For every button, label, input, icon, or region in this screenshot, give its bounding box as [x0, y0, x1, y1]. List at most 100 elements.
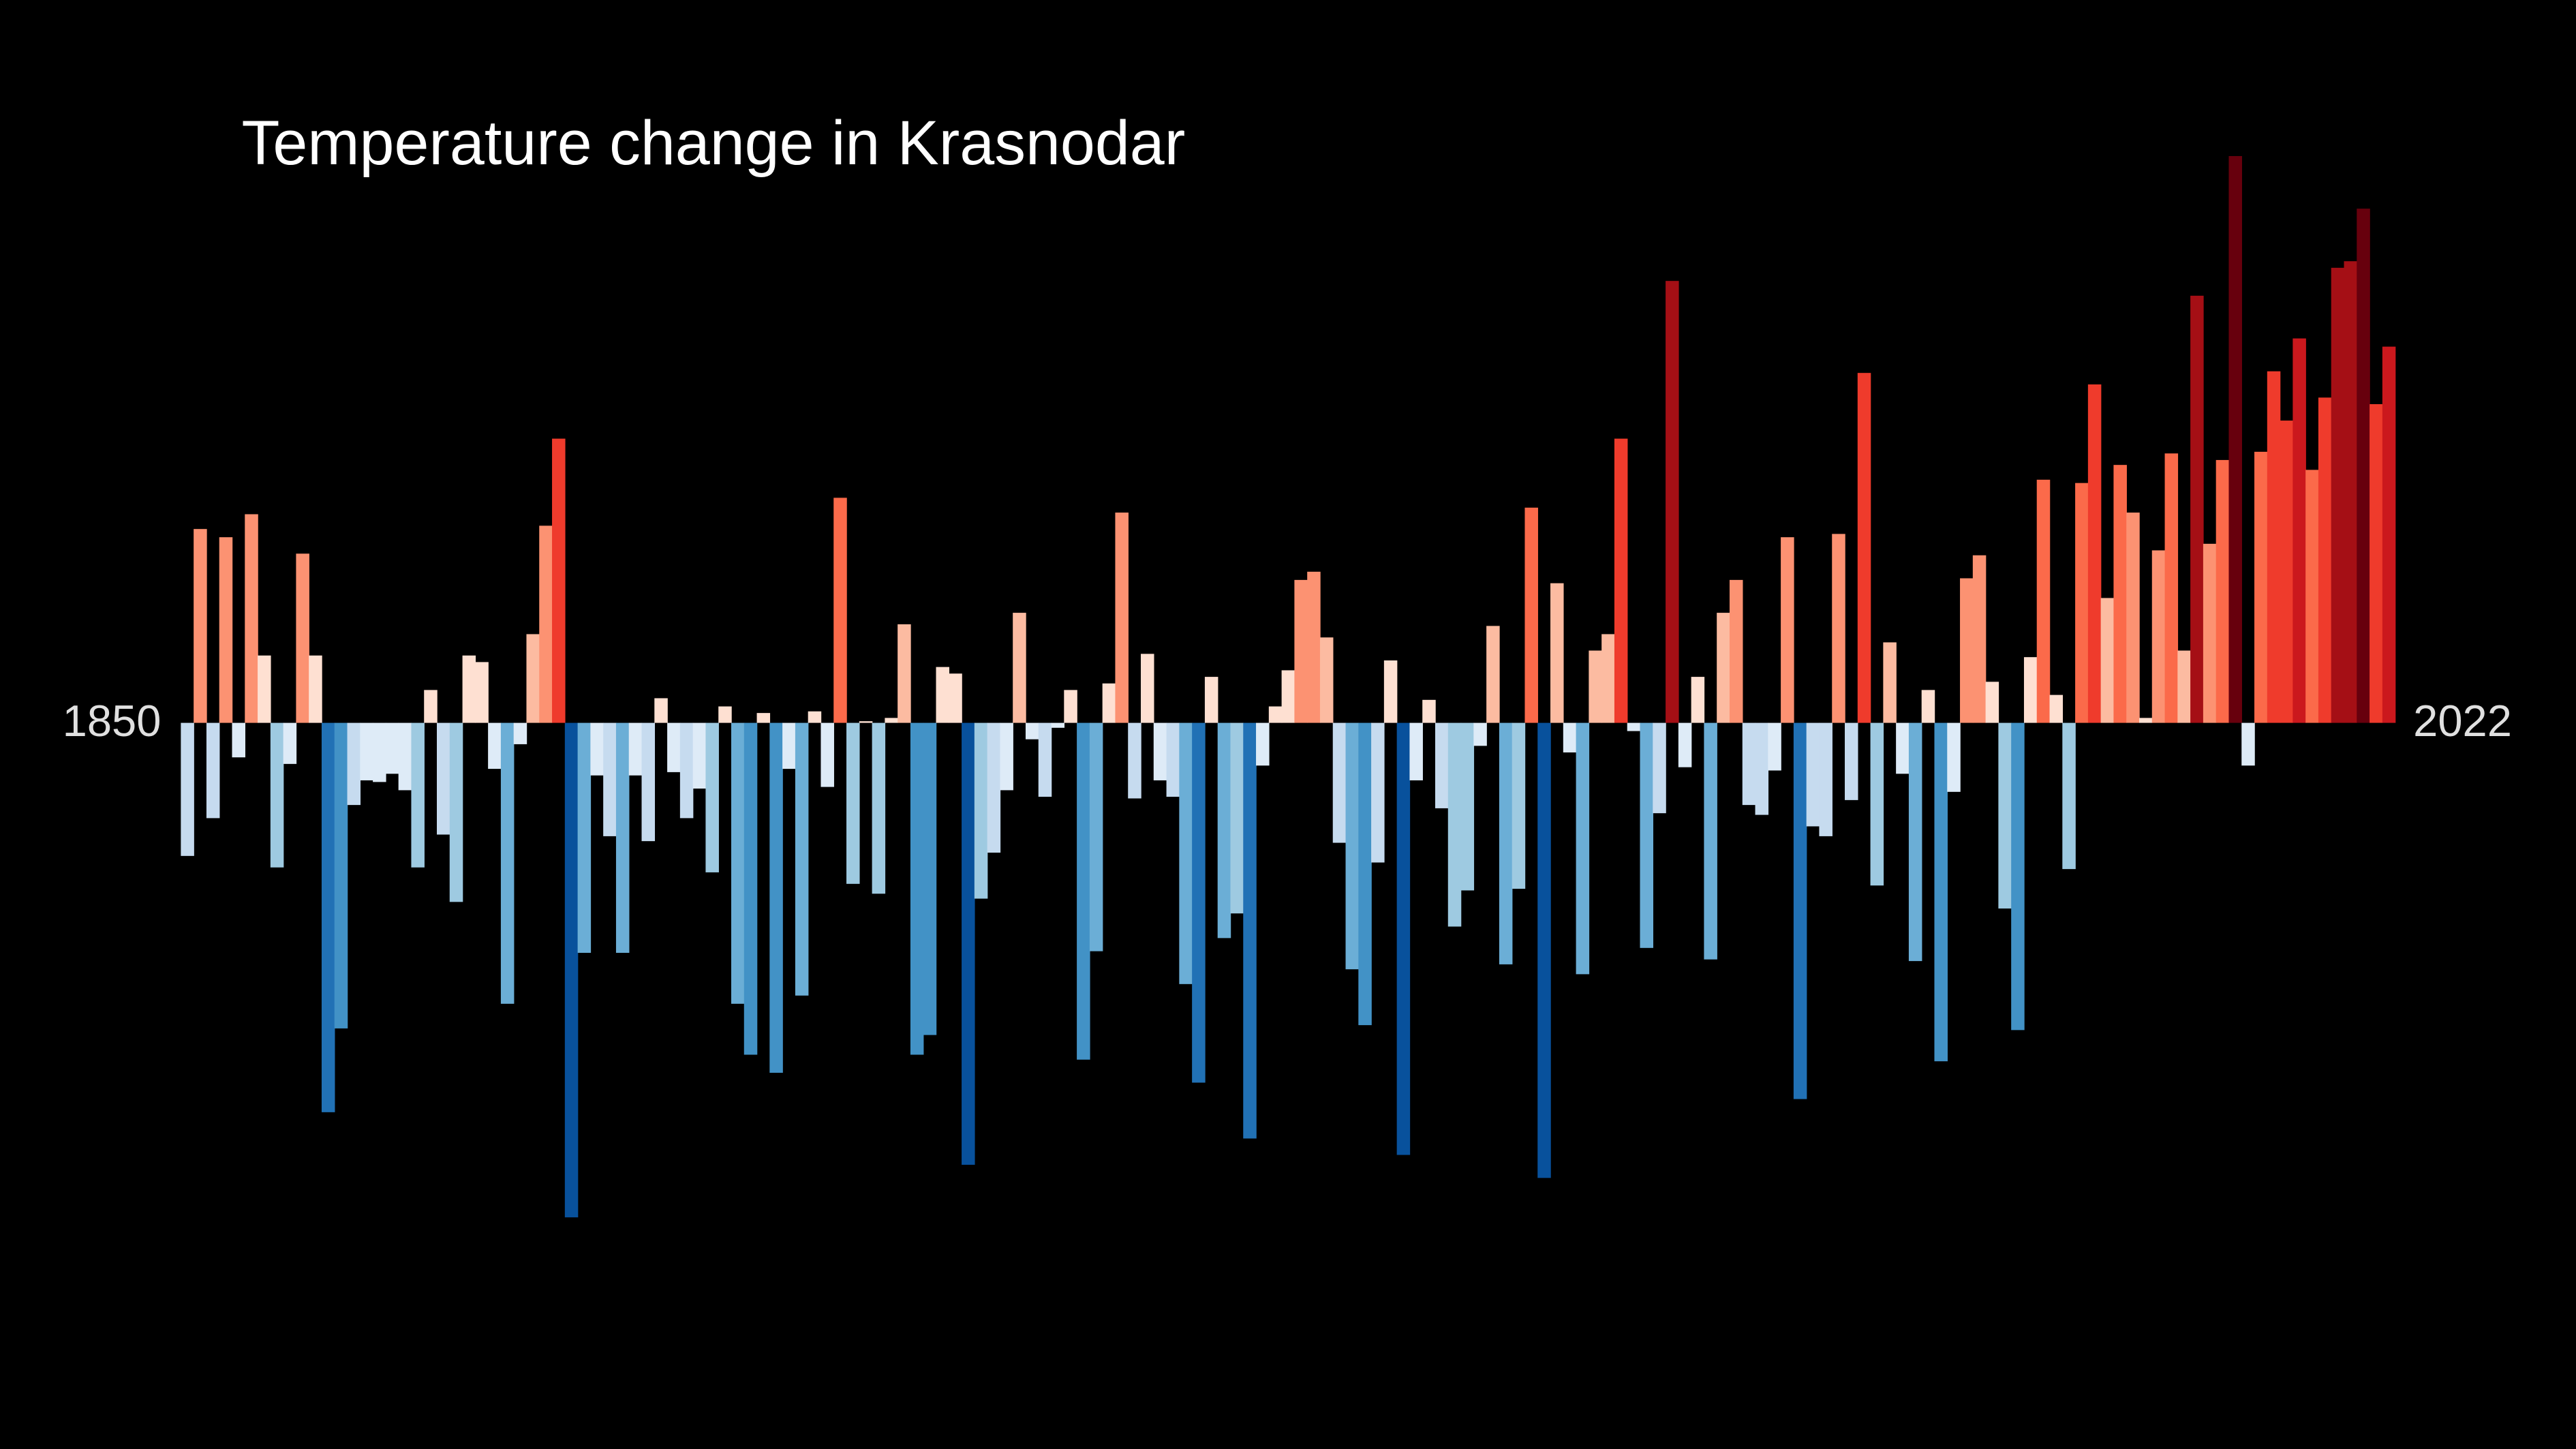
bar: [949, 673, 962, 723]
bar: [590, 722, 604, 776]
bar: [1666, 281, 1679, 723]
bar: [2357, 209, 2370, 723]
bar: [679, 722, 694, 819]
bar: [962, 722, 975, 1165]
bar: [898, 624, 911, 723]
bar: [1512, 722, 1526, 889]
bar: [577, 722, 592, 954]
bar: [885, 718, 898, 723]
bar: [258, 655, 271, 723]
bar: [2331, 267, 2345, 723]
chart-title: Temperature change in Krasnodar: [242, 108, 1186, 178]
bar: [1013, 613, 1026, 723]
bar: [385, 722, 399, 774]
bar: [1102, 683, 1116, 723]
bar: [1422, 699, 1436, 723]
bar: [2203, 543, 2217, 723]
bar: [1563, 722, 1577, 752]
bar: [1972, 555, 1987, 723]
bar: [1141, 654, 1154, 723]
bar: [692, 722, 707, 789]
bar: [206, 722, 220, 819]
bar: [2293, 338, 2306, 723]
bar: [1025, 722, 1039, 739]
bar: [2318, 397, 2332, 723]
bar: [1857, 373, 1871, 723]
bar: [334, 722, 348, 1028]
bar: [2023, 657, 2038, 723]
bar: [424, 690, 438, 723]
bar: [219, 537, 233, 723]
bar: [2126, 513, 2140, 723]
bar: [1819, 722, 1833, 836]
bar: [1460, 722, 1475, 891]
bar: [1345, 722, 1360, 970]
bar: [2049, 695, 2064, 723]
bar: [846, 722, 860, 884]
bar: [795, 722, 809, 996]
bar: [1077, 722, 1090, 1060]
bar: [1883, 642, 1897, 723]
bar: [2241, 722, 2255, 766]
bar: [526, 634, 540, 723]
bar: [2113, 465, 2127, 723]
bar: [1294, 579, 1308, 723]
bar: [296, 553, 309, 723]
bar: [910, 722, 924, 1055]
bar: [974, 722, 988, 899]
bar: [1627, 722, 1641, 731]
bar: [1371, 722, 1385, 863]
bar: [667, 722, 681, 772]
bar: [437, 722, 450, 835]
bar: [1153, 722, 1167, 780]
bar: [1678, 722, 1692, 767]
bar: [2011, 722, 2025, 1031]
bar: [2036, 479, 2051, 723]
bar: [1947, 722, 1961, 792]
bar: [743, 722, 758, 1055]
bar: [1115, 513, 1129, 723]
bar: [1499, 722, 1513, 964]
bar: [1832, 534, 1845, 723]
bar: [1768, 722, 1781, 771]
bar: [1486, 626, 1500, 723]
bar: [756, 713, 771, 723]
bar: [1256, 722, 1270, 766]
bar: [2344, 261, 2358, 723]
bar: [1729, 579, 1743, 723]
bar: [872, 722, 886, 894]
bar: [500, 722, 515, 1004]
bar: [1717, 613, 1730, 723]
bar: [245, 514, 258, 723]
bar: [654, 698, 668, 723]
bar: [232, 722, 246, 758]
bar: [1038, 722, 1052, 797]
bar: [833, 498, 847, 723]
bar: [2382, 346, 2396, 723]
bar: [641, 722, 656, 842]
bar: [1998, 722, 2012, 909]
bar: [2177, 650, 2191, 723]
bar: [936, 667, 950, 723]
bar: [731, 722, 745, 1004]
bar: [270, 722, 284, 868]
bar: [1550, 583, 1564, 723]
bar: [2190, 295, 2204, 723]
bar: [181, 722, 194, 856]
bar: [782, 722, 796, 769]
bar: [1653, 722, 1666, 814]
bar: [821, 722, 834, 787]
bar: [1128, 722, 1141, 799]
bar: [718, 706, 732, 723]
bar: [283, 722, 297, 764]
bar: [1217, 722, 1231, 939]
bar: [2228, 155, 2242, 723]
bar: [309, 655, 322, 723]
bar: [1985, 682, 1999, 723]
bar: [1268, 706, 1283, 723]
bar: [1908, 722, 1922, 962]
bar: [2305, 470, 2319, 723]
bar: [1614, 438, 1628, 723]
bar: [2087, 384, 2102, 723]
